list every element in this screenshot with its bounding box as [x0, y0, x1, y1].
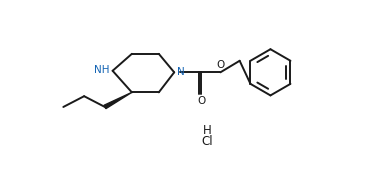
Polygon shape [104, 92, 132, 109]
Text: O: O [216, 60, 225, 70]
Text: H: H [203, 124, 212, 137]
Text: Cl: Cl [201, 135, 213, 148]
Text: NH: NH [94, 65, 109, 75]
Text: O: O [197, 96, 205, 106]
Text: N: N [177, 67, 185, 77]
